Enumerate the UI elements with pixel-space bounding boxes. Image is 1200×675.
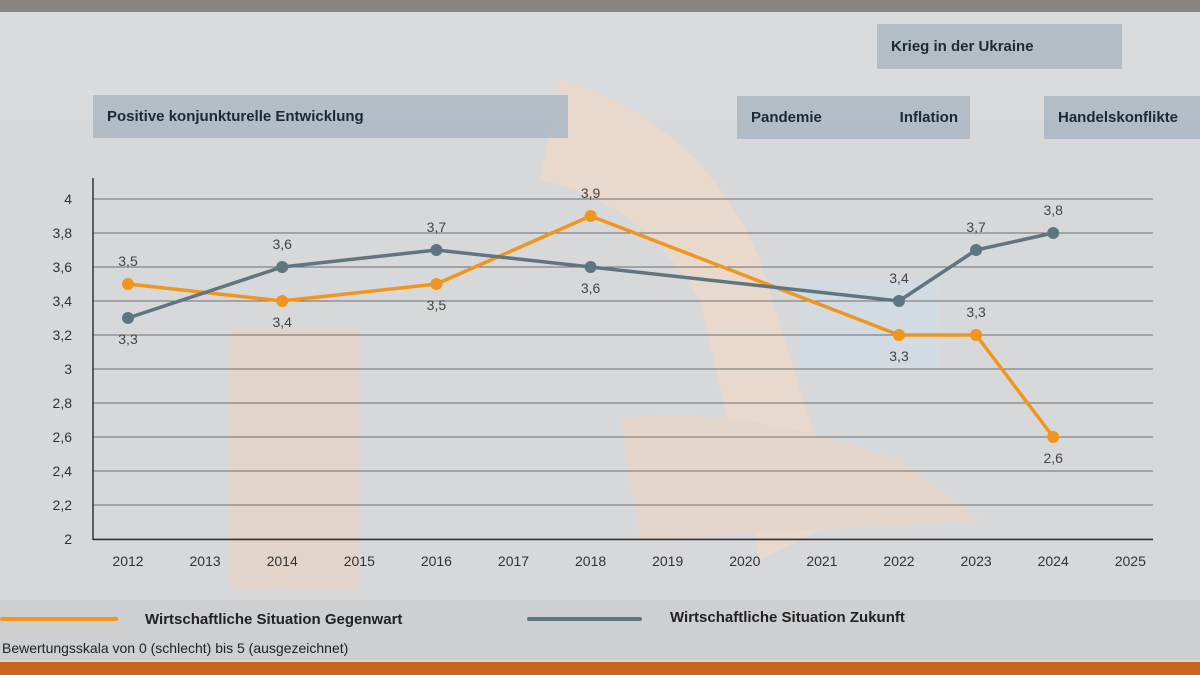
footnote: Bewertungsskala von 0 (schlecht) bis 5 (… — [2, 640, 349, 656]
data-label: 3,5 — [118, 253, 138, 269]
x-tick-label: 2023 — [961, 553, 992, 569]
x-tick-label: 2013 — [190, 553, 221, 569]
x-tick-label: 2025 — [1115, 553, 1146, 569]
banner-ukraine: Krieg in der Ukraine — [877, 24, 1122, 69]
data-point — [276, 295, 289, 307]
data-label: 3,6 — [581, 280, 601, 296]
x-tick-label: 2022 — [883, 553, 914, 569]
x-tick-labels: 2012 2013 2014 2015 2016 2017 2018 2019 2020 2021… — [112, 553, 1146, 569]
data-point — [430, 244, 443, 256]
y-tick-label: 3 — [64, 361, 72, 377]
data-label: 3,6 — [272, 236, 292, 252]
data-label: 2,6 — [1043, 450, 1063, 466]
y-tick-labels: 4 3,8 3,6 3,4 3,2 3 2,8 2,6 2,4 2,2 2 — [53, 191, 73, 547]
data-point — [276, 261, 289, 273]
data-point — [584, 261, 597, 273]
data-point — [970, 329, 983, 341]
banner-inflation-label: Inflation — [899, 109, 958, 126]
data-label: 3,3 — [118, 331, 138, 347]
legend-label-gegenwart: Wirtschaftliche Situation Gegenwart — [145, 611, 403, 628]
series: 3,5 3,4 3,5 3,9 3,3 3,3 2,6 3,3 3,6 3,7 3,6 3,4 3,7 3… — [118, 185, 1063, 466]
y-tick-label: 3,8 — [53, 225, 73, 241]
data-point — [584, 210, 597, 222]
x-tick-label: 2018 — [575, 553, 606, 569]
data-point — [1047, 227, 1060, 239]
y-tick-label: 2,2 — [53, 497, 73, 513]
data-point — [122, 312, 134, 324]
data-point — [122, 278, 134, 290]
x-tick-label: 2014 — [267, 553, 298, 569]
x-tick-label: 2024 — [1038, 553, 1069, 569]
y-tick-label: 3,2 — [53, 327, 73, 343]
x-tick-label: 2020 — [729, 553, 760, 569]
data-point — [970, 244, 983, 256]
y-tick-label: 4 — [64, 191, 72, 207]
data-label: 3,9 — [581, 185, 601, 201]
data-point — [430, 278, 443, 290]
banner-positive: Positive konjunkturelle Entwicklung — [93, 95, 568, 138]
series-line-zukunft — [127, 231, 1054, 320]
y-tick-label: 2 — [64, 531, 72, 547]
x-tick-label: 2017 — [498, 553, 529, 569]
data-label: 3,4 — [272, 314, 292, 330]
data-label: 3,7 — [966, 219, 986, 235]
gridlines — [93, 198, 1153, 540]
x-tick-label: 2019 — [652, 553, 683, 569]
y-tick-label: 2,8 — [53, 395, 73, 411]
x-tick-label: 2015 — [344, 553, 375, 569]
legend-swatch-gegenwart — [0, 617, 118, 621]
data-point — [893, 329, 905, 341]
x-tick-label: 2021 — [806, 553, 837, 569]
data-point — [1047, 431, 1060, 443]
data-label: 3,8 — [1043, 202, 1063, 218]
data-label: 3,3 — [966, 304, 986, 320]
data-label: 3,3 — [889, 348, 909, 364]
data-label: 3,7 — [427, 219, 447, 235]
x-tick-label: 2016 — [421, 553, 452, 569]
y-tick-label: 3,6 — [53, 259, 73, 275]
banner-pandemie-inflation: Pandemie Inflation — [737, 96, 970, 139]
line-chart: 4 3,8 3,6 3,4 3,2 3 2,8 2,6 2,4 2,2 2 2012 2013 2014… — [53, 178, 1153, 569]
y-tick-label: 2,4 — [53, 463, 73, 479]
banner-handelskonflikte: Handelskonflikte — [1044, 96, 1200, 139]
legend-label-zukunft: Wirtschaftliche Situation Zukunft — [670, 609, 905, 626]
x-tick-label: 2012 — [112, 553, 143, 569]
y-tick-label: 3,4 — [53, 293, 73, 309]
data-point — [893, 295, 905, 307]
legend-swatch-zukunft — [527, 617, 642, 621]
banner-pandemie-label: Pandemie — [751, 109, 822, 126]
series-line-gegenwart — [127, 214, 1055, 439]
data-label: 3,5 — [427, 297, 447, 313]
data-label: 3,4 — [889, 270, 909, 286]
y-tick-label: 2,6 — [53, 429, 73, 445]
